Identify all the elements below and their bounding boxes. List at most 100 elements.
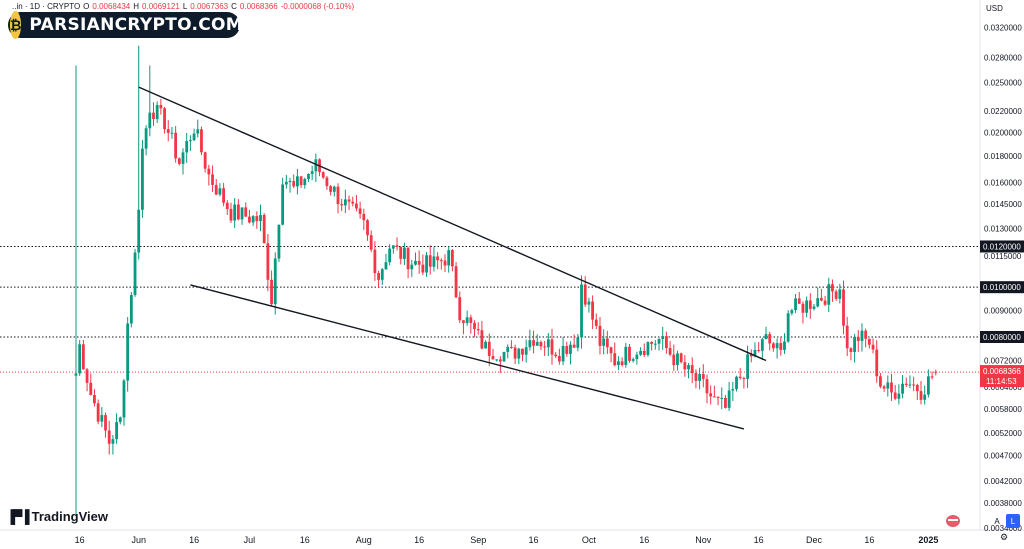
candle-body: [369, 235, 373, 250]
candle-body: [476, 329, 480, 331]
log-scale-button[interactable]: L: [1006, 514, 1020, 528]
candle-body: [174, 132, 178, 159]
candle-body: [299, 176, 303, 186]
candle-body: [266, 243, 270, 280]
candle-body: [347, 199, 351, 202]
candle-body: [450, 250, 454, 267]
candle-body: [532, 340, 535, 346]
currency-label: USD: [986, 4, 1003, 13]
candle-body: [746, 354, 749, 379]
time-tick-label: Dec: [806, 535, 823, 545]
trendlines: [138, 86, 767, 430]
candle-body: [783, 341, 786, 350]
candle-body: [576, 337, 580, 348]
candle-body: [524, 347, 528, 355]
tradingview-logo[interactable]: ▐▀▐ TradingView: [6, 509, 108, 524]
auto-scale-button[interactable]: A: [994, 516, 1000, 526]
candle-body: [384, 262, 388, 270]
time-tick-label: Aug: [356, 535, 372, 545]
candle-body: [705, 379, 709, 394]
candle-body: [812, 306, 816, 309]
candle-body: [465, 317, 469, 324]
candle-body: [284, 181, 288, 185]
tradingview-name: TradingView: [31, 509, 108, 524]
price-tick-label: 0.0250000: [984, 79, 1022, 88]
candle-body: [672, 354, 676, 366]
candle-body: [510, 346, 513, 348]
candle-body: [893, 392, 897, 399]
candle-body: [790, 310, 794, 314]
candle-body: [447, 250, 451, 266]
candle-body: [760, 339, 764, 351]
candle-body: [133, 252, 137, 296]
candle-body: [561, 346, 565, 362]
candle-body: [148, 112, 152, 129]
candle-body: [432, 256, 436, 267]
candle-body: [646, 342, 650, 356]
candle-body: [886, 382, 890, 389]
candle-body: [546, 339, 550, 348]
level-price-label: 0.0080000: [983, 333, 1021, 342]
time-tick-label: 16: [754, 535, 764, 545]
candle-body: [923, 394, 927, 400]
candle-body: [698, 374, 702, 381]
candle-body: [155, 105, 159, 120]
candle-body: [720, 397, 724, 399]
candle-body: [484, 341, 487, 349]
candle-body: [288, 181, 292, 183]
candle-body: [554, 354, 558, 357]
candle-body: [591, 301, 594, 320]
candle-body: [620, 361, 624, 365]
candle-body: [469, 317, 473, 323]
candle-body: [296, 176, 299, 187]
level-price-label: 0.0120000: [983, 242, 1021, 251]
time-tick-label: 16: [639, 535, 649, 545]
candle-body: [856, 336, 860, 341]
candle-body: [166, 129, 170, 133]
candle-body: [203, 152, 207, 169]
candle-body: [808, 300, 812, 309]
candle-body: [491, 355, 495, 360]
candle-body: [550, 339, 554, 355]
candle-body: [665, 336, 668, 349]
candle-body: [679, 353, 683, 363]
time-tick-label: 16: [414, 535, 424, 545]
symbol-label[interactable]: ..in · 1D · CRYPTO: [12, 2, 81, 11]
currency-flag-icon[interactable]: [946, 515, 960, 527]
candle-body: [668, 348, 672, 355]
candle-body: [458, 297, 462, 321]
symbol-header[interactable]: ..in · 1D · CRYPTO O 0.0068434 H 0.0069121…: [12, 2, 354, 11]
candle-body: [403, 247, 406, 259]
candle-body: [85, 369, 89, 383]
candle-body: [240, 207, 244, 220]
candle-body: [908, 384, 912, 386]
candle-body: [831, 284, 834, 292]
candle-body: [351, 201, 355, 204]
candle-body: [380, 269, 384, 280]
candle-body: [569, 344, 572, 354]
candle-body: [724, 397, 727, 408]
candle-body: [303, 178, 307, 186]
candle-body: [377, 273, 380, 280]
candle-body: [543, 346, 547, 348]
candle-body: [118, 417, 122, 423]
candle-body: [639, 350, 642, 355]
close-value: 0.0068366: [239, 2, 278, 11]
candle-body: [141, 148, 144, 210]
settings-gear-icon[interactable]: ⚙: [1000, 532, 1009, 542]
candle-body: [188, 140, 192, 142]
candle-body: [749, 354, 753, 357]
change-value: -0.0000068 (-0.10%): [280, 2, 355, 11]
candle-body: [93, 395, 96, 404]
candle-body: [661, 336, 665, 339]
time-tick-label: Oct: [582, 535, 597, 545]
level-price-tag: [980, 330, 1024, 343]
candle-body: [779, 343, 783, 350]
candle-body: [768, 334, 772, 344]
candle-body: [89, 382, 93, 396]
candle-body: [827, 284, 831, 305]
candle-body: [100, 415, 104, 422]
candle-body: [498, 359, 502, 362]
watermark-logo-icon: ₿: [10, 11, 22, 39]
